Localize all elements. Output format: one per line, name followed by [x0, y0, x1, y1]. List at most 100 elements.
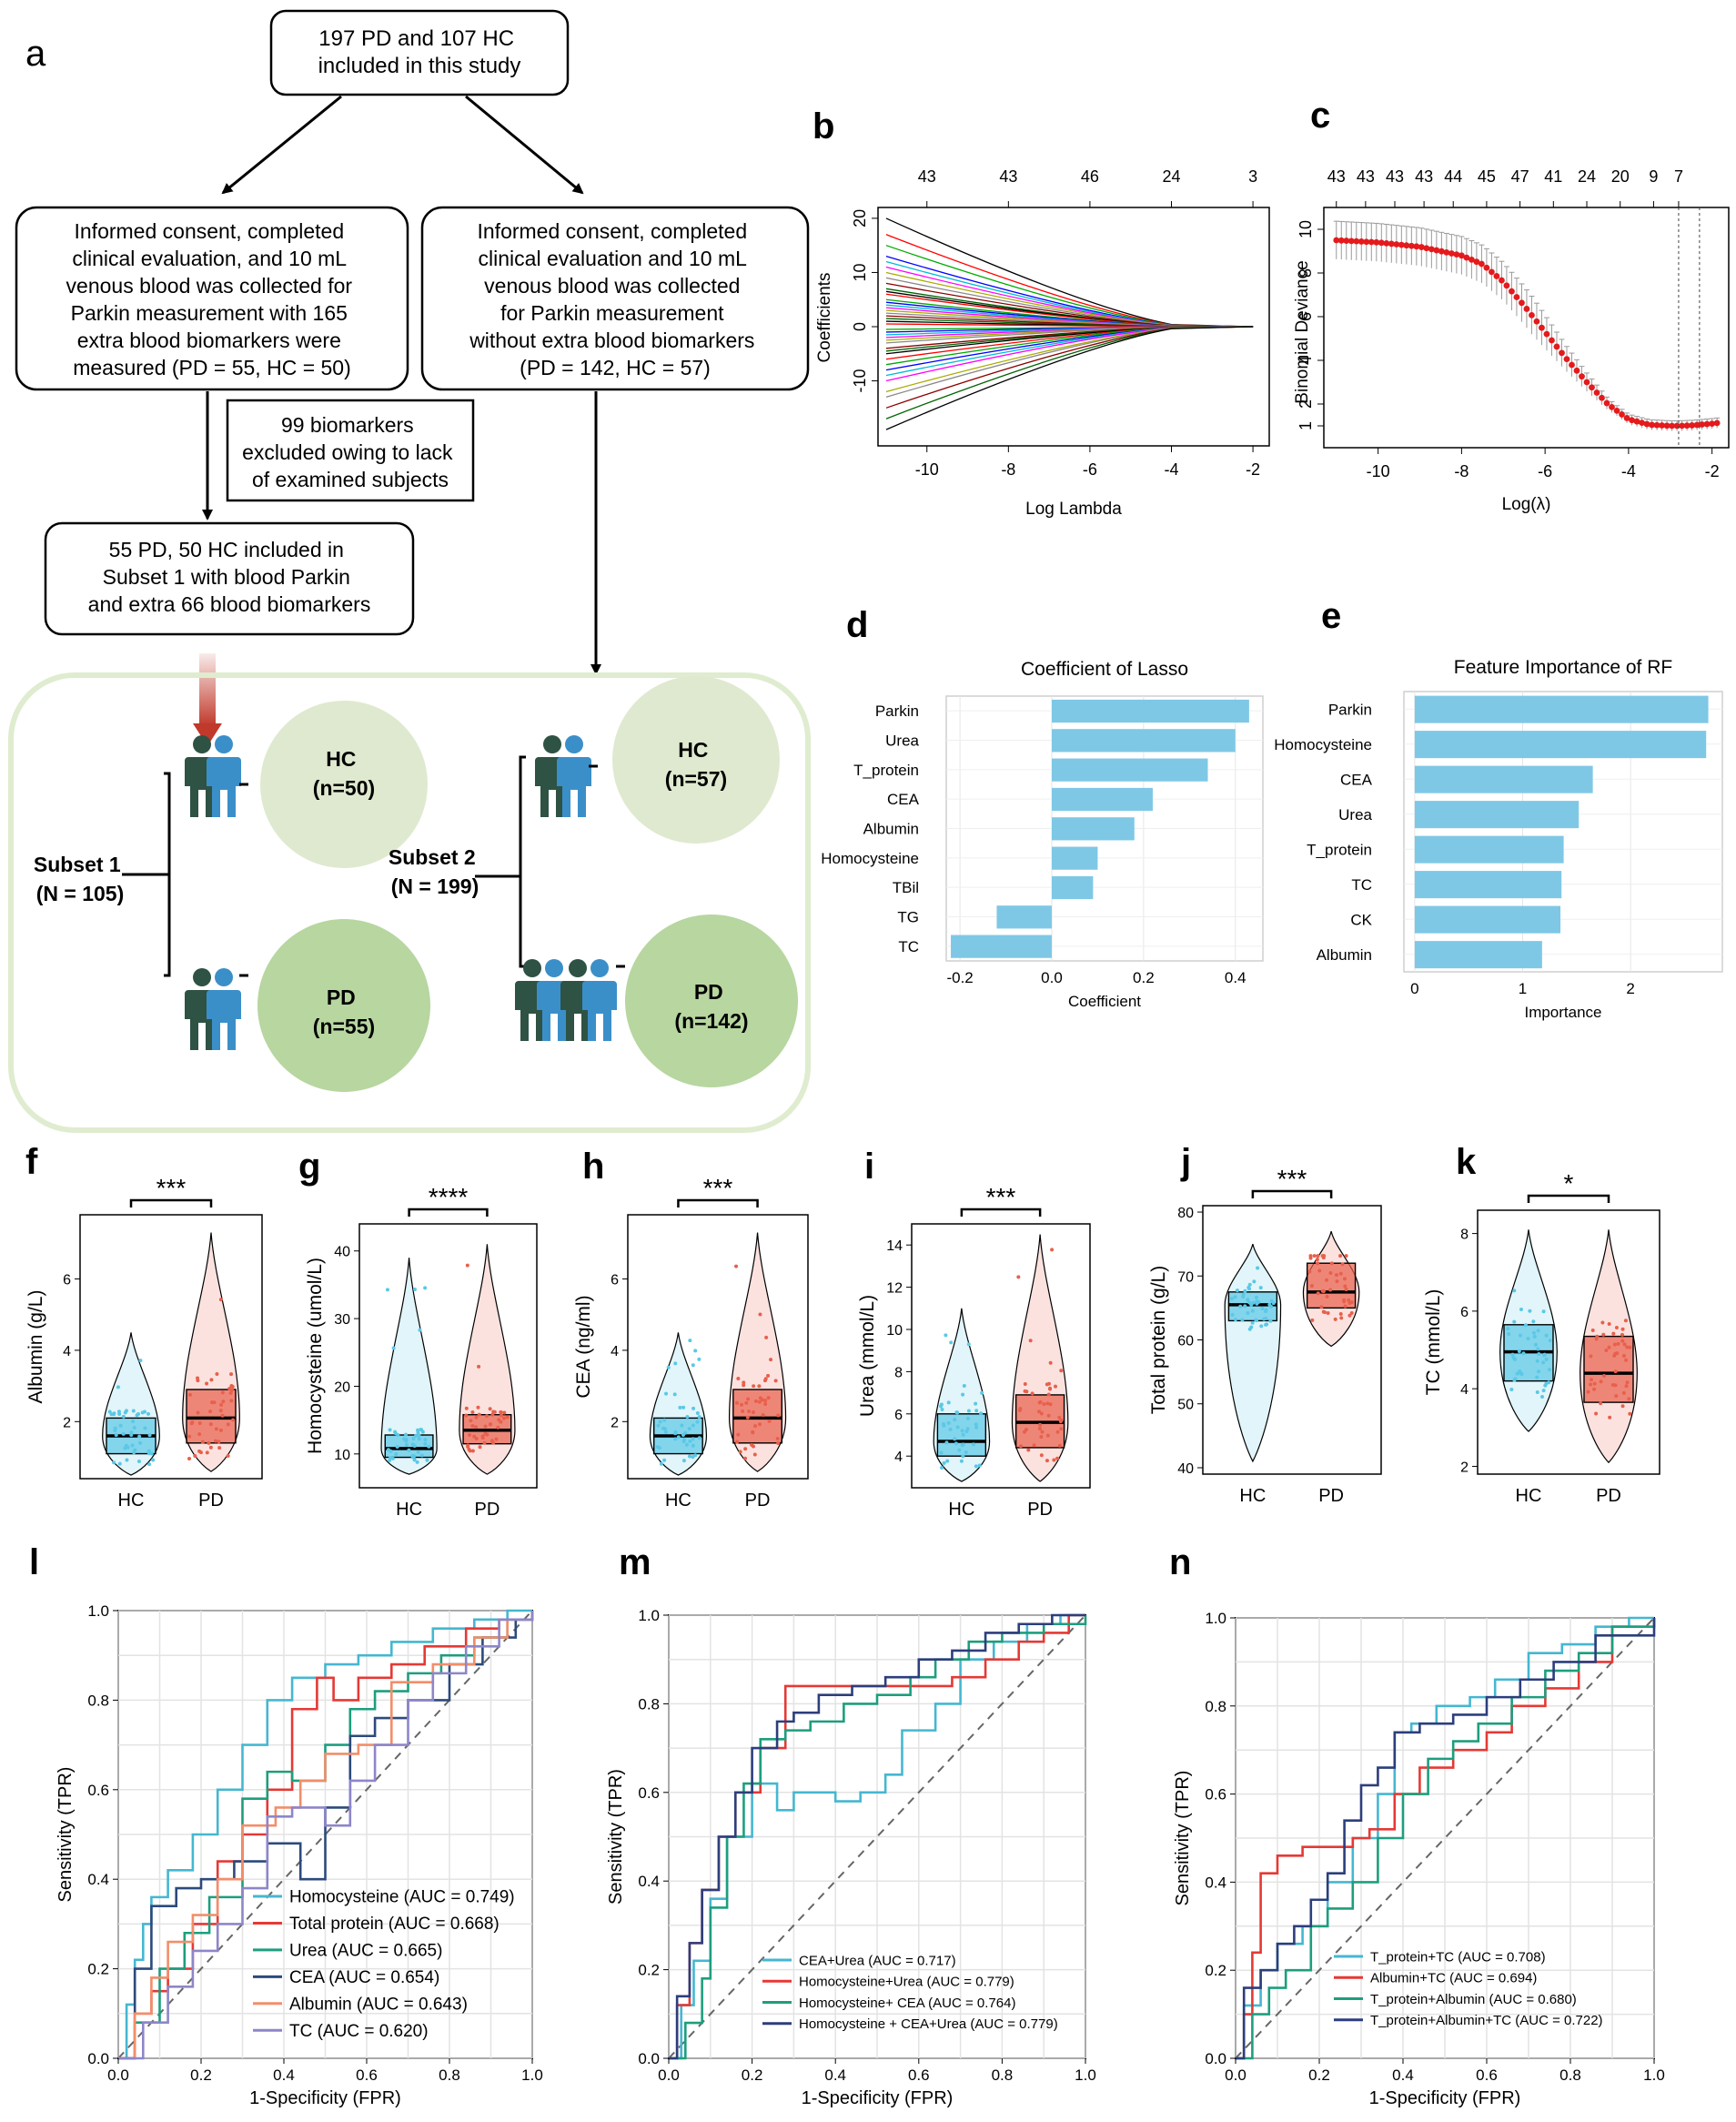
data-point	[1260, 1306, 1265, 1310]
y-tick-label: 1.0	[1205, 1610, 1226, 1627]
data-point	[753, 1399, 758, 1403]
data-point	[1620, 1404, 1625, 1409]
deviance-point	[1483, 264, 1490, 271]
data-point	[740, 1402, 744, 1407]
data-point	[979, 1411, 984, 1416]
subset2-label: Subset 2 (N = 199)	[389, 845, 481, 898]
data-point	[681, 1459, 686, 1463]
deviance-point	[1703, 420, 1711, 428]
data-point	[1541, 1309, 1546, 1314]
box-pd	[186, 1389, 237, 1444]
data-point	[736, 1377, 741, 1381]
deviance-point	[1669, 422, 1676, 429]
data-point	[420, 1430, 425, 1434]
arrow-top-right	[465, 95, 584, 195]
data-point	[685, 1414, 690, 1419]
data-point	[427, 1444, 431, 1449]
data-point	[1519, 1308, 1523, 1312]
data-point	[412, 1454, 417, 1459]
data-point	[758, 1422, 762, 1427]
x-axis-label: 1-Specificity (FPR)	[249, 2088, 401, 2108]
data-point	[1038, 1422, 1043, 1427]
deviance-point	[1643, 420, 1650, 428]
y-tick-label: 0.4	[638, 1873, 660, 1890]
roc-curve	[118, 1609, 532, 2060]
data-point	[775, 1436, 780, 1440]
data-point	[960, 1429, 964, 1433]
data-point	[1254, 1318, 1258, 1322]
data-point	[742, 1383, 746, 1388]
data-point	[1532, 1335, 1537, 1339]
data-point	[1250, 1309, 1255, 1313]
data-point	[187, 1434, 192, 1439]
data-point	[146, 1449, 151, 1453]
data-point	[197, 1449, 202, 1453]
y-tick-label: 1.0	[638, 1607, 660, 1624]
data-point	[1620, 1339, 1625, 1343]
data-point	[1045, 1459, 1049, 1463]
data-point	[1533, 1342, 1538, 1347]
data-point	[672, 1392, 677, 1397]
data-point	[1037, 1410, 1042, 1414]
bar	[1052, 846, 1098, 870]
data-point	[761, 1412, 765, 1417]
category-label: CK	[1350, 911, 1372, 928]
data-point	[196, 1376, 200, 1380]
data-point	[1535, 1390, 1539, 1395]
data-point	[763, 1402, 768, 1407]
x-tick-label: 2	[1626, 980, 1634, 997]
subset1-box-text: 55 PD, 50 HC included in Subset 1 with b…	[88, 538, 371, 616]
data-point	[480, 1434, 485, 1439]
data-point	[1602, 1373, 1607, 1378]
data-point	[1624, 1384, 1629, 1389]
y-axis-label: TC (mmol/L)	[1423, 1289, 1444, 1396]
data-point	[1328, 1270, 1333, 1275]
deviance-point	[1363, 238, 1370, 246]
deviance-point	[1559, 349, 1565, 357]
y-axis-label: CEA (ng/ml)	[573, 1295, 594, 1398]
panel-label-n: n	[1169, 1542, 1191, 1582]
data-point	[1254, 1295, 1258, 1299]
data-point	[116, 1385, 120, 1389]
y-tick-label: 0.4	[87, 1871, 109, 1888]
significance-bracket	[960, 1208, 1042, 1217]
data-point	[187, 1392, 192, 1397]
data-point	[954, 1441, 958, 1446]
x-axis-label: 1-Specificity (FPR)	[802, 2088, 954, 2108]
data-point	[942, 1460, 946, 1465]
data-point	[697, 1436, 701, 1440]
panel-label-d: d	[846, 605, 868, 645]
x-tick-label: 0.4	[824, 2066, 846, 2084]
deviance-point	[1453, 251, 1460, 258]
y-tick-label: 1.0	[87, 1602, 109, 1620]
y-axis-label: Urea (mmol/L)	[857, 1295, 878, 1417]
y-tick-label: 10	[334, 1448, 350, 1463]
data-point	[1308, 1256, 1313, 1260]
data-point	[966, 1342, 971, 1347]
deviance-point	[1463, 254, 1470, 261]
data-point	[1316, 1254, 1320, 1258]
top-tick-label: 43	[1415, 167, 1433, 186]
data-point	[1349, 1311, 1354, 1316]
data-point	[1030, 1391, 1035, 1396]
data-point	[676, 1435, 681, 1440]
data-point	[1513, 1377, 1518, 1381]
data-point	[974, 1409, 979, 1413]
deviance-point	[1403, 242, 1410, 249]
data-point	[752, 1452, 757, 1457]
x-tick-label: -10	[915, 460, 939, 479]
y-axis-label: Albumin (g/L)	[25, 1290, 46, 1404]
data-point	[683, 1430, 688, 1435]
x-tick-label: 1.0	[1643, 2066, 1665, 2084]
deviance-point	[1633, 418, 1640, 425]
y-axis-label: Homocysteine (umol/L)	[305, 1258, 326, 1454]
data-point	[1526, 1337, 1530, 1341]
subsets-container	[8, 672, 811, 1133]
data-point	[470, 1449, 475, 1453]
data-point	[418, 1328, 422, 1332]
data-point	[114, 1433, 118, 1438]
x-tick-label: 0.0	[1225, 2066, 1246, 2084]
data-point	[941, 1421, 945, 1426]
y-tick-label: 4	[1460, 1382, 1469, 1398]
y-tick-label: 6	[894, 1408, 903, 1423]
